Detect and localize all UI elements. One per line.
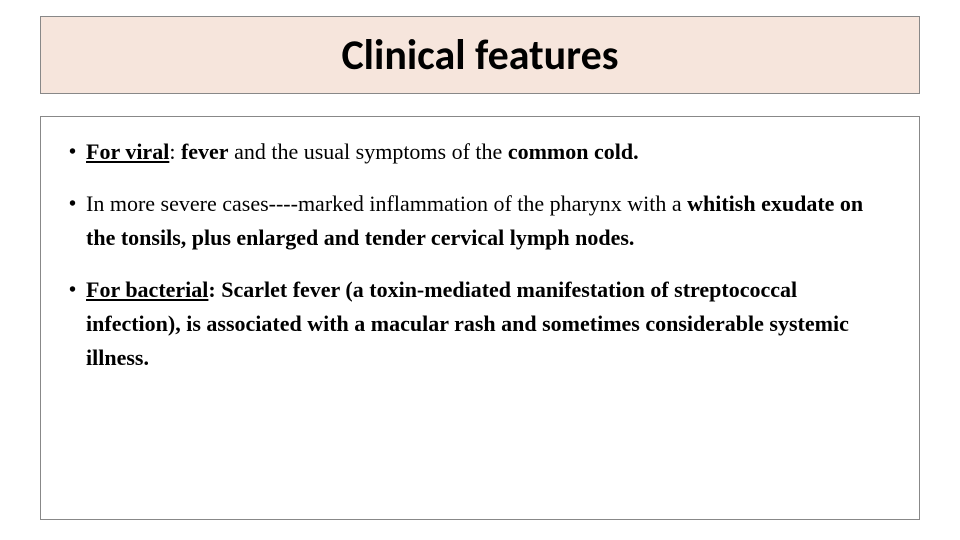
text-segment: fever	[181, 139, 229, 164]
bullets-container: • For viral: fever and the usual symptoms…	[69, 135, 891, 376]
bullet-marker-icon: •	[69, 189, 76, 220]
title-box: Clinical features	[40, 16, 920, 94]
bullet-marker-icon: •	[69, 137, 76, 168]
text-segment: For viral	[86, 139, 169, 164]
bullet-text: For viral: fever and the usual symptoms …	[86, 135, 891, 169]
bullet-marker-icon: •	[69, 275, 76, 306]
bullet-text: In more severe cases----marked inflammat…	[86, 187, 891, 255]
bullet-text: For bacterial: Scarlet fever (a toxin-me…	[86, 273, 891, 375]
content-box: • For viral: fever and the usual symptoms…	[40, 116, 920, 520]
bullet-item: • In more severe cases----marked inflamma…	[69, 187, 891, 255]
text-segment: :	[169, 139, 181, 164]
bullet-item: • For bacterial: Scarlet fever (a toxin-m…	[69, 273, 891, 375]
text-segment: For bacterial	[86, 277, 208, 302]
text-segment: In more severe cases----marked inflammat…	[86, 191, 687, 216]
bullet-item: • For viral: fever and the usual symptoms…	[69, 135, 891, 169]
slide-title: Clinical features	[341, 30, 618, 81]
text-segment: common cold.	[508, 139, 639, 164]
text-segment: and the usual symptoms of the	[229, 139, 508, 164]
